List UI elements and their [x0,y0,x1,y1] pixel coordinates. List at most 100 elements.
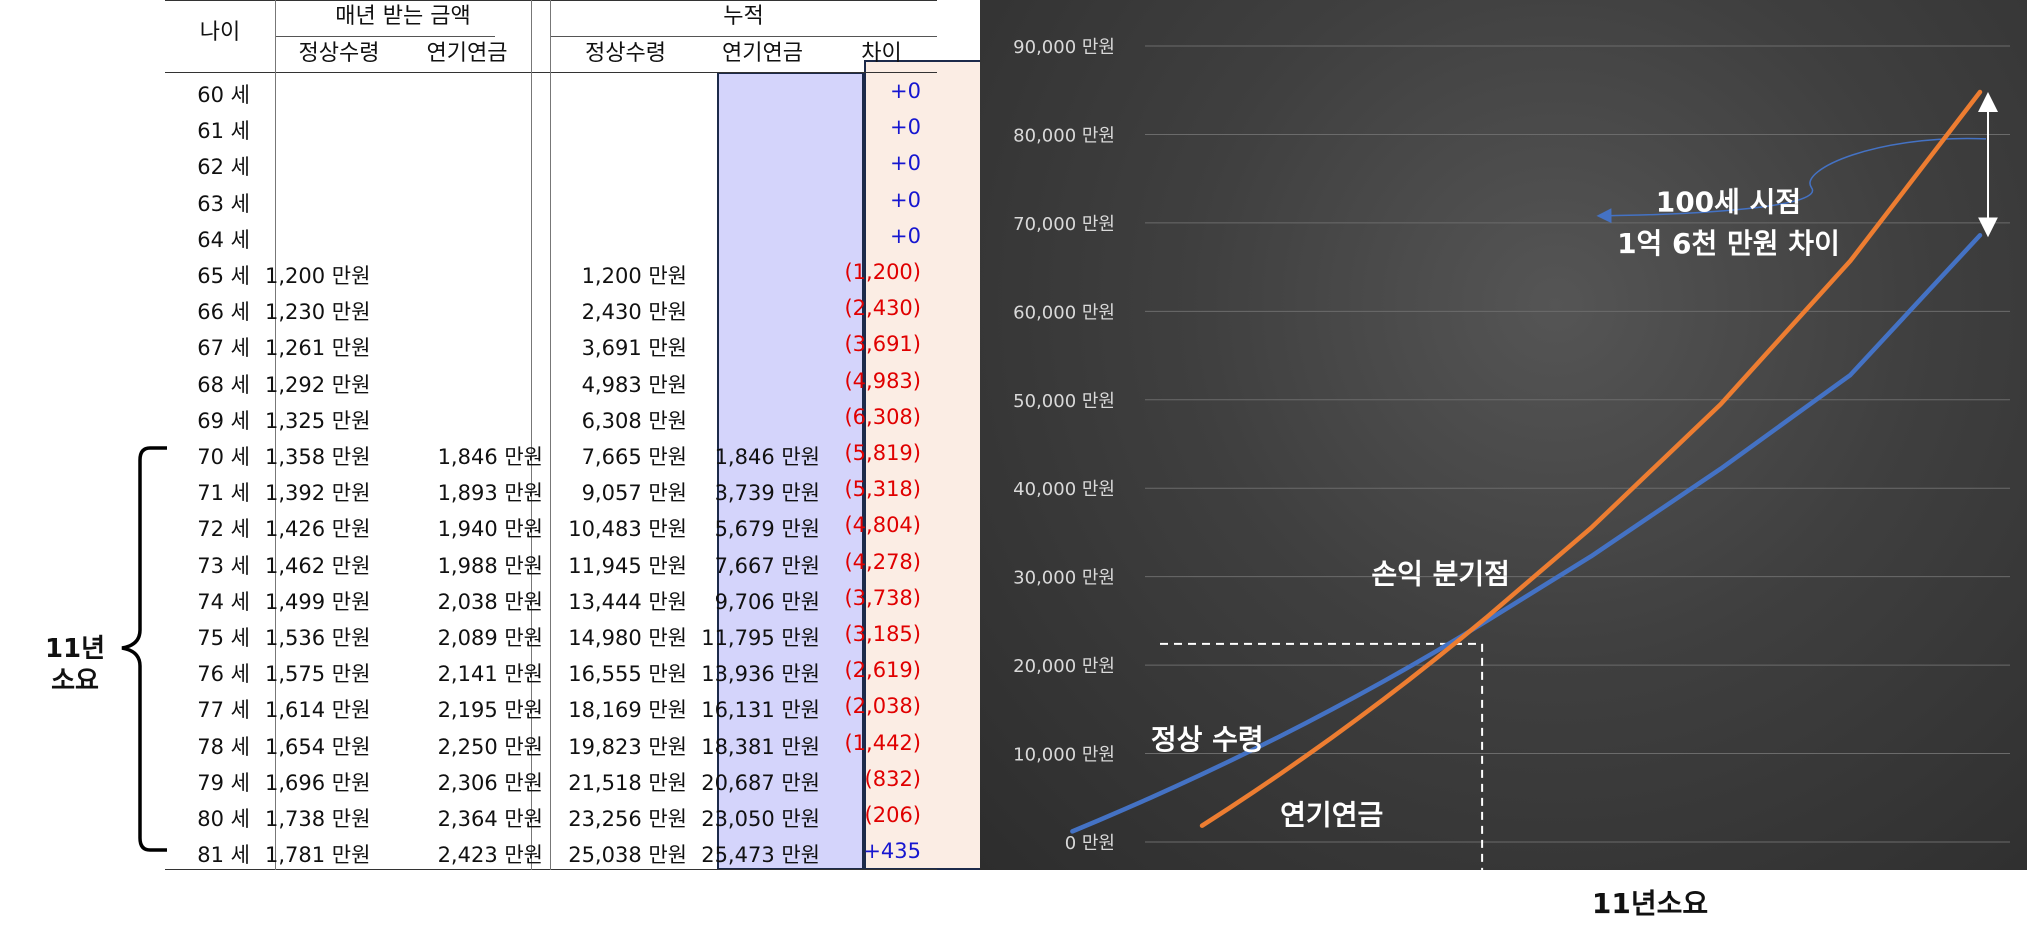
table-row: 69 세 1,325 만원 6,308 만원 (6,308) [165,399,937,435]
row-diff: (4,278) [844,549,921,574]
row-age: 66 세 [197,300,250,325]
row-annual-normal: 1,392 만원 [265,481,371,506]
y-tick-label: 0 만원 [1065,833,1115,854]
row-age: 70 세 [197,445,250,469]
header-age: 나이 [199,20,241,45]
y-tick-label: 80,000 만원 [1013,125,1115,146]
table-row: 65 세 1,200 만원 1,200 만원 (1,200) [165,254,937,290]
row-age: 72 세 [197,517,250,542]
row-annual-deferred: 2,250 만원 [437,734,543,759]
row-diff: +0 [890,187,921,212]
row-annual-normal: 1,696 만원 [265,770,371,795]
series-line-normal [1070,233,1983,834]
col-sep-annual-end [531,0,532,870]
row-cumulative-deferred: 11,795 만원 [701,626,820,650]
table-bottom-border [165,869,937,870]
row-age: 68 세 [197,372,250,397]
row-annual-normal: 1,358 만원 [265,445,371,469]
row-annual-deferred: 2,423 만원 [437,843,543,868]
row-annual-deferred: 2,038 만원 [437,589,543,614]
row-cumulative-normal: 4,983 만원 [581,372,687,397]
row-cumulative-deferred: 3,739 만원 [714,481,820,506]
breakeven-guides [1160,91,1998,870]
row-cumulative-normal: 21,518 만원 [568,770,687,795]
cumulative-deferred-highlight [864,60,991,870]
row-diff: +0 [890,115,921,140]
row-cumulative-deferred: 13,936 만원 [701,662,820,687]
y-tick-label: 10,000 만원 [1013,745,1115,766]
table-row: 77 세 1,614 만원 2,195 만원 18,169 만원 16,131 만원 (2… [165,688,937,724]
row-annual-deferred: 1,940 만원 [437,517,543,542]
row-diff: (6,308) [844,404,921,429]
y-tick-label: 50,000 만원 [1013,391,1115,412]
row-diff: +0 [890,151,921,176]
row-diff: (5,318) [844,477,921,502]
y-tick-label: 30,000 만원 [1013,568,1115,589]
row-diff: (2,430) [844,296,921,321]
row-age: 74 세 [197,589,250,614]
row-age: 61 세 [197,119,250,144]
row-cumulative-deferred: 1,846 만원 [714,445,820,469]
table-row: 75 세 1,536 만원 2,089 만원 14,980 만원 11,795 만원 (3… [165,616,937,652]
brace-label: 11년 소요 [30,633,120,697]
row-annual-normal: 1,200 만원 [265,264,371,288]
row-annual-deferred: 2,195 만원 [437,698,543,723]
chart-svg: 0 만원 10,000 만원 20,000 만원 30,000 만원 40,000 만원… [1013,37,2010,870]
header-annual: 매년 받는 금액 [335,4,471,29]
row-diff: (3,691) [844,332,921,357]
normal-series-label: 정상 수령 [1151,723,1264,756]
row-cumulative-normal: 19,823 만원 [568,734,687,759]
row-diff: (1,442) [844,730,921,755]
row-cumulative-normal: 16,555 만원 [568,662,687,687]
y-tick-label: 90,000 만원 [1013,37,1115,58]
table-row: 64 세 +0 [165,218,937,254]
table-row: 73 세 1,462 만원 1,988 만원 11,945 만원 7,667 만원 (4,… [165,544,937,580]
row-diff: +0 [890,79,921,103]
table-row: 60 세 +0 [165,73,937,109]
row-age: 65 세 [197,264,250,288]
row-annual-deferred: 1,846 만원 [437,445,543,469]
table-row: 74 세 1,499 만원 2,038 만원 13,444 만원 9,706 만원 (3,… [165,580,937,616]
row-age: 78 세 [197,734,250,759]
table-row: 72 세 1,426 만원 1,940 만원 10,483 만원 5,679 만원 (4,… [165,507,937,543]
row-annual-deferred: 2,306 만원 [437,770,543,795]
table-row: 79 세 1,696 만원 2,306 만원 21,518 만원 20,687 만원 (8… [165,761,937,797]
row-diff: (3,738) [844,585,921,610]
x-axis-caption: 11년소요 [1591,887,1709,920]
row-age: 76 세 [197,662,250,687]
row-cumulative-deferred: 25,473 만원 [701,843,820,868]
header-cumulative-deferred: 연기연금 [722,41,803,66]
row-annual-normal: 1,462 만원 [265,553,371,578]
col-sep-cumulative-start [550,0,551,870]
row-age: 79 세 [197,770,250,795]
header-annual-deferred: 연기연금 [426,41,508,66]
row-annual-normal: 1,614 만원 [265,698,371,723]
table-row: 62 세 +0 [165,145,937,181]
y-tick-label: 70,000 만원 [1013,214,1115,235]
brace-bracket [121,446,167,852]
col-sep-age [275,0,276,870]
row-age: 63 세 [197,191,250,216]
row-annual-deferred: 2,364 만원 [437,807,543,831]
header-annual-normal: 정상수령 [298,41,380,66]
row-age: 81 세 [197,843,250,868]
table-row: 80 세 1,738 만원 2,364 만원 23,256 만원 23,050 만원 (2… [165,797,937,833]
row-diff: (2,619) [844,658,921,683]
row-cumulative-normal: 1,200 만원 [581,264,687,288]
gap-label-line1: 100세 시점 [1656,185,1801,218]
cumulative-pension-chart: 0 만원 10,000 만원 20,000 만원 30,000 만원 40,000 만원… [980,0,2027,870]
breakeven-label: 손익 분기점 [1371,558,1510,591]
row-annual-normal: 1,426 만원 [265,517,371,542]
pension-table: 나이 매년 받는 금액 누적 정상수령 연기연금 정상수령 연기연금 차이 60… [165,0,991,870]
row-age: 80 세 [197,807,250,831]
y-axis-ticks: 0 만원 10,000 만원 20,000 만원 30,000 만원 40,000 만원… [1013,37,1115,854]
row-diff: (1,200) [844,260,921,284]
chart-series [1070,89,1983,834]
row-age: 64 세 [197,227,250,252]
row-cumulative-deferred: 16,131 만원 [701,698,820,723]
gap-label-line2: 1억 6천 만원 차이 [1617,227,1840,260]
row-age: 67 세 [197,336,250,361]
row-annual-normal: 1,654 만원 [265,734,371,759]
table-row: 61 세 +0 [165,109,937,145]
row-diff: +435 [863,839,921,864]
